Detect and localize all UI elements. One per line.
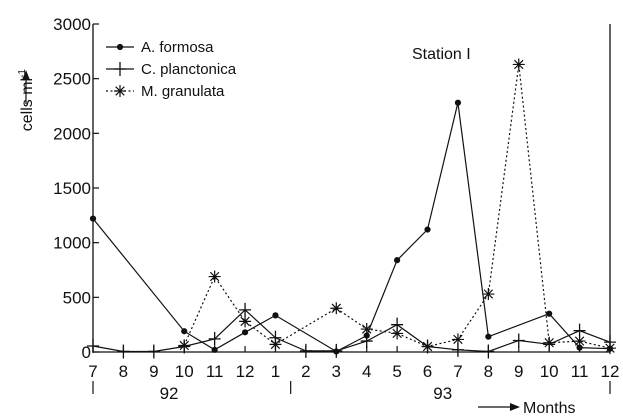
x-axis-title: Months (478, 400, 575, 417)
x-tick-label: 3 (332, 362, 341, 381)
x-tick-label: 10 (540, 362, 559, 381)
year-label: 92 (160, 384, 179, 403)
y-tick-label: 2000 (53, 124, 91, 143)
x-tick-label: 2 (301, 362, 310, 381)
series-line (92, 102, 611, 353)
data-point (299, 343, 312, 358)
data-point (360, 334, 373, 349)
data-point (421, 340, 434, 353)
data-point (573, 335, 586, 348)
data-point (330, 343, 343, 358)
data-point (208, 270, 221, 283)
data-point (114, 85, 126, 97)
chart-legend: A. formosa C. planctonica M. granulata (106, 39, 237, 100)
x-tick-label: 11 (206, 362, 224, 381)
legend-item-c-planctonica: C. planctonica (106, 61, 237, 78)
data-point (451, 333, 464, 346)
data-point (178, 339, 191, 352)
data-point (208, 331, 221, 346)
series-a-formosa (89, 99, 614, 355)
data-point (272, 312, 279, 319)
data-point (512, 58, 525, 71)
x-tick-label: 7 (88, 362, 97, 381)
x-tick-label: 6 (423, 362, 432, 381)
x-tick-label: 11 (571, 362, 589, 381)
x-tick-label: 4 (362, 362, 371, 381)
y-axis-title-text: cells ml-1 (17, 69, 36, 132)
data-point (269, 338, 282, 351)
y-tick-label: 1000 (53, 234, 91, 253)
data-point (241, 329, 249, 336)
x-tick-label: 12 (601, 362, 620, 381)
data-point (576, 344, 583, 351)
data-point (211, 346, 218, 353)
data-point (360, 323, 373, 336)
x-tick-label: 12 (236, 362, 255, 381)
y-tick-label: 1500 (53, 179, 91, 198)
data-point (117, 344, 130, 359)
data-point (330, 302, 343, 315)
data-point (87, 338, 99, 353)
y-tick-label: 0 (82, 343, 91, 362)
x-axis-title-arrowhead (510, 403, 520, 411)
data-point (89, 215, 97, 222)
data-point (482, 288, 495, 301)
data-point (239, 315, 252, 328)
x-axis-title-text: Months (523, 400, 575, 417)
x-tick-label: 10 (175, 362, 194, 381)
x-tick-label: 8 (484, 362, 493, 381)
x-tick-label: 9 (514, 362, 523, 381)
series-layer (87, 58, 616, 359)
y-axis-title-unit: cells ml (19, 78, 36, 131)
data-point (543, 336, 556, 349)
data-point (604, 342, 616, 355)
x-tick-label: 1 (271, 362, 280, 381)
data-point (147, 344, 160, 359)
y-axis-title: cells ml-1 (17, 69, 36, 132)
series-c-planctonica (87, 302, 616, 359)
legend-item-a-formosa: A. formosa (106, 39, 214, 56)
data-point (546, 310, 553, 317)
station-annotation: Station I (412, 46, 471, 63)
x-tick-label: 5 (392, 362, 401, 381)
y-tick-label: 2500 (53, 70, 91, 89)
data-point (391, 327, 404, 340)
x-tick-label: 8 (119, 362, 128, 381)
data-point (394, 257, 401, 264)
data-point (424, 226, 431, 233)
data-point (485, 333, 492, 340)
data-point (482, 344, 495, 359)
legend-label: M. granulata (141, 83, 225, 100)
year-label: 93 (433, 384, 452, 403)
data-point (116, 43, 124, 51)
x-tick-label: 7 (453, 362, 462, 381)
legend-label: A. formosa (141, 39, 214, 56)
y-axis-title-arrowhead (22, 70, 30, 80)
series-m-granulata (178, 58, 616, 355)
series-line (183, 64, 611, 349)
x-tick-label: 9 (149, 362, 158, 381)
legend-item-m-granulata: M. granulata (106, 83, 225, 100)
y-tick-label: 3000 (53, 15, 91, 34)
data-point (239, 302, 252, 317)
data-point (512, 333, 525, 348)
legend-label: C. planctonica (141, 61, 237, 78)
data-point (114, 62, 126, 76)
y-axis-title-superscript: -1 (17, 69, 28, 78)
data-point (181, 328, 188, 335)
series-line (92, 309, 611, 353)
y-tick-label: 500 (63, 288, 91, 307)
data-point (454, 99, 462, 106)
